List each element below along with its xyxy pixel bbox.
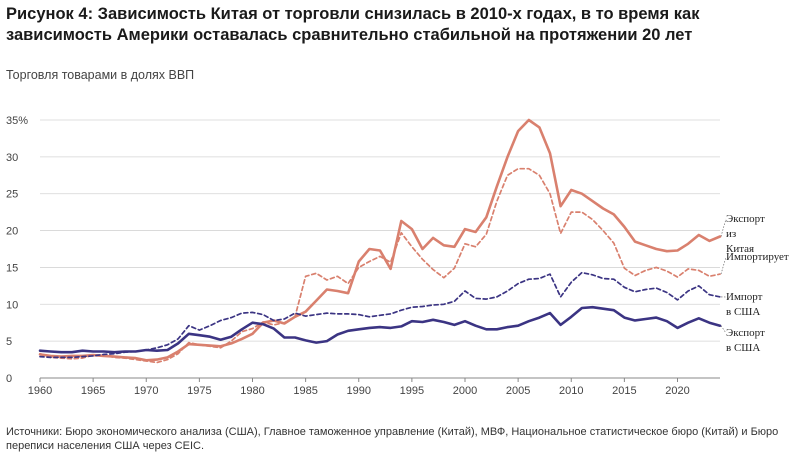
x-tick-label: 2010 [559, 385, 583, 397]
series-label-line: Экспорт [726, 213, 765, 225]
x-tick-label: 1980 [240, 385, 264, 397]
x-tick-label: 1965 [81, 385, 105, 397]
x-tick-label: 1985 [293, 385, 317, 397]
label-leader-1 [720, 218, 727, 237]
y-tick-label: 30 [6, 152, 18, 164]
series-label-line: Китая [726, 243, 754, 255]
y-tick-label: 25 [6, 189, 18, 201]
y-tick-label: 0 [6, 373, 12, 385]
x-tick-label: 1975 [187, 385, 211, 397]
series-label-line: Импортирует [726, 251, 789, 263]
grid-lines [40, 119, 720, 342]
x-tick-label: 1970 [134, 385, 158, 397]
series-label-2: Импортирует [726, 251, 789, 263]
y-tick-label: 20 [6, 226, 18, 238]
series-line-2 [39, 167, 721, 364]
chart-title: Рисунок 4: Зависимость Китая от торговли… [6, 4, 796, 46]
series-line-1 [38, 118, 722, 362]
axes: 0 5 10 15 20 25 30 35% 1960 1965 1970 1975 1980 1985 1… [6, 115, 720, 397]
series-line-4 [38, 305, 722, 354]
y-tick-label: 10 [6, 299, 18, 311]
title-prefix: Рисунок 4: [6, 5, 94, 23]
series-label-line: из [726, 228, 736, 240]
series-line-3 [39, 271, 721, 359]
x-tick-label: 2020 [665, 385, 689, 397]
x-tick-label: 1990 [347, 385, 371, 397]
x-tick-label: 1960 [28, 385, 52, 397]
x-tick-label: 1995 [400, 385, 424, 397]
y-tick-label: 35% [6, 115, 28, 127]
series-label-line: Импорт [726, 291, 763, 303]
series-label-line: в США [726, 342, 760, 354]
series-label-3: Импорт в США [726, 291, 763, 318]
series-label-line: в США [726, 306, 760, 318]
series-label-1: Экспорт из Китая [726, 213, 765, 255]
x-tick-label: 2015 [612, 385, 636, 397]
x-tick-label: 2000 [453, 385, 477, 397]
title-text: Зависимость Китая от торговли снизилась … [6, 5, 700, 44]
source-note: Источники: Бюро экономического анализа (… [6, 426, 779, 452]
y-tick-label: 5 [6, 336, 12, 348]
chart-subtitle: Торговля товарами в долях ВВП [6, 68, 195, 82]
label-leader-4 [720, 325, 727, 334]
series-label-line: Экспорт [726, 327, 765, 339]
x-tick-label: 2005 [506, 385, 530, 397]
y-tick-label: 15 [6, 262, 18, 274]
series-lines [38, 118, 722, 364]
trade-line-chart: 0 5 10 15 20 25 30 35% 1960 1965 1970 1975 1980 1985 1… [6, 115, 789, 397]
series-label-4: Экспорт в США [726, 327, 765, 354]
